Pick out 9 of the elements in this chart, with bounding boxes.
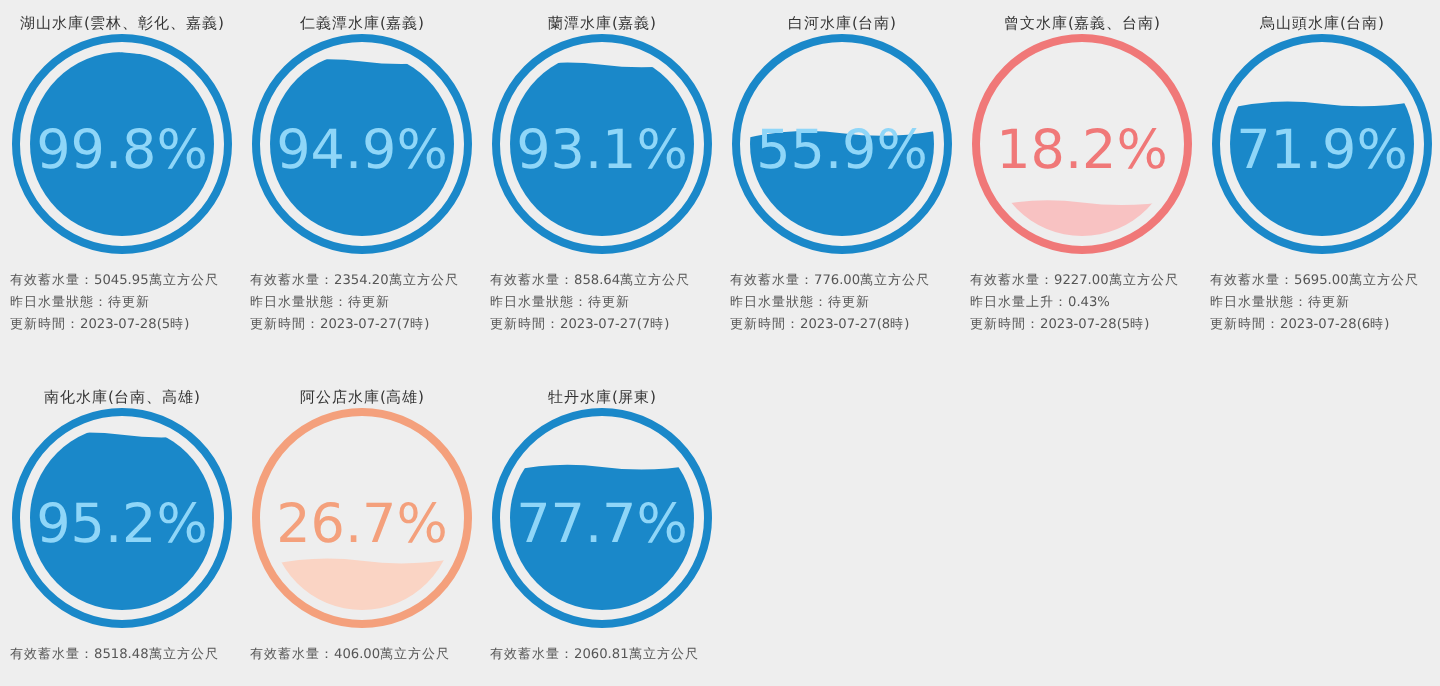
data-label: 26.7% <box>276 494 448 556</box>
data-label: 18.2% <box>996 120 1168 182</box>
data-label: 99.8% <box>36 120 208 182</box>
data-label: 55.9% <box>756 120 928 182</box>
data-label: 93.1% <box>516 120 688 182</box>
data-label: 95.2% <box>36 494 208 556</box>
data-label: 71.9% <box>1236 120 1408 182</box>
data-label: 77.7% <box>516 494 688 556</box>
data-label: 94.9% <box>276 120 448 182</box>
